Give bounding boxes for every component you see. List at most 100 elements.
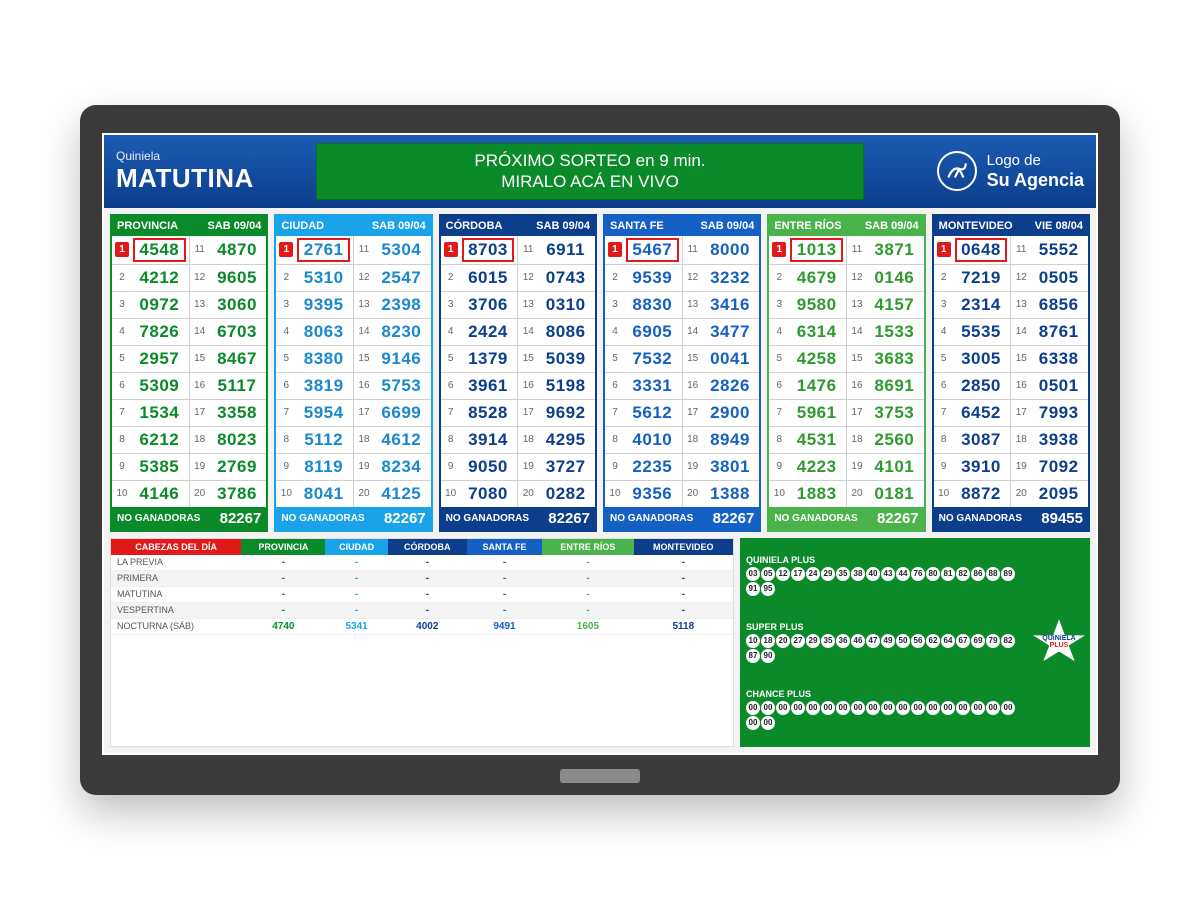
panel-head: ENTRE RÍOSSAB 09/04 xyxy=(769,216,923,236)
position-index: 18 xyxy=(521,434,535,445)
position-index: 13 xyxy=(1014,299,1028,310)
draw-number: 3727 xyxy=(539,457,592,477)
draw-number: 9050 xyxy=(462,457,515,477)
cabezas-cell: - xyxy=(634,555,733,571)
draw-number: 4223 xyxy=(790,457,843,477)
position-index: 6 xyxy=(772,380,786,391)
position-index: 14 xyxy=(1014,326,1028,337)
result-cell: 146703 xyxy=(190,319,267,345)
cabezas-cell: - xyxy=(241,602,325,618)
result-cell: 15 6338 xyxy=(1011,346,1088,372)
draw-number: 3683 xyxy=(868,349,921,369)
panel-foot: NO GANADORAS82267 xyxy=(112,507,266,530)
position-index: 8 xyxy=(279,434,293,445)
foot-value: 82267 xyxy=(384,510,426,527)
draw-number: 9692 xyxy=(539,403,592,423)
result-cell: 188023 xyxy=(190,427,267,453)
result-cell: 52957 xyxy=(112,346,189,372)
result-cell: 51379 xyxy=(441,346,518,372)
position-index: 16 xyxy=(521,380,535,391)
cabezas-cell: - xyxy=(634,570,733,586)
draw-number: 1534 xyxy=(133,403,186,423)
result-cell: 197092 xyxy=(1011,454,1088,480)
position-index: 11 xyxy=(193,244,207,255)
draw-number: 3914 xyxy=(462,430,515,450)
foot-label: NO GANADORAS xyxy=(774,513,857,524)
cabezas-cell: - xyxy=(241,570,325,586)
draw-number: 9356 xyxy=(626,484,679,504)
panel-foot: NO GANADORAS89455 xyxy=(934,507,1088,530)
position-index: 2 xyxy=(279,272,293,283)
draw-number: 6911 xyxy=(539,240,592,260)
position-index: 5 xyxy=(608,353,622,364)
draw-number: 9395 xyxy=(297,295,350,315)
result-cell: 194101 xyxy=(847,454,924,480)
position-index: 4 xyxy=(937,326,951,337)
plus-ball: 18 xyxy=(761,634,775,648)
draw-number: 5117 xyxy=(211,376,264,396)
result-cell: 133416 xyxy=(683,292,760,318)
draw-number: 7826 xyxy=(133,322,186,342)
position-index: 17 xyxy=(1014,407,1028,418)
draw-number: 9539 xyxy=(626,268,679,288)
position-index: 11 xyxy=(521,244,535,255)
result-cell: 78528 xyxy=(441,400,518,426)
position-index: 1 xyxy=(115,242,129,257)
agency-text: Logo de Su Agencia xyxy=(987,152,1084,190)
plus-ball: 89 xyxy=(1001,567,1015,581)
draw-number: 3005 xyxy=(955,349,1008,369)
agency-line-2: Su Agencia xyxy=(987,170,1084,191)
cabezas-cell: - xyxy=(634,586,733,602)
draw-number: 3910 xyxy=(955,457,1008,477)
cabezas-cell: - xyxy=(325,555,387,571)
result-cell: 134157 xyxy=(847,292,924,318)
panel-foot: NO GANADORAS82267 xyxy=(441,507,595,530)
cabezas-cell: - xyxy=(388,586,467,602)
draw-number: 6338 xyxy=(1032,349,1085,369)
position-index: 17 xyxy=(193,407,207,418)
position-index: 14 xyxy=(357,326,371,337)
foot-label: NO GANADORAS xyxy=(446,513,529,524)
panel-head: CIUDADSAB 09/04 xyxy=(276,216,430,236)
result-cell: 38830 xyxy=(605,292,682,318)
draw-number: 9605 xyxy=(211,268,264,288)
result-cell: 15467 xyxy=(605,236,682,264)
result-cell: 203786 xyxy=(190,481,267,507)
position-index: 18 xyxy=(193,434,207,445)
draw-number: 5961 xyxy=(790,403,843,423)
draw-number: 3477 xyxy=(704,322,757,342)
plus-ball: 86 xyxy=(971,567,985,581)
position-index: 14 xyxy=(850,326,864,337)
draw-number: 2761 xyxy=(297,238,350,262)
result-cell: 184295 xyxy=(518,427,595,453)
draw-number: 2547 xyxy=(375,268,428,288)
position-index: 15 xyxy=(1014,353,1028,364)
position-index: 6 xyxy=(444,380,458,391)
position-index: 10 xyxy=(444,488,458,499)
result-cell: 159146 xyxy=(354,346,431,372)
position-index: 20 xyxy=(850,488,864,499)
draw-number: 0041 xyxy=(704,349,757,369)
panel-date: VIE 08/04 xyxy=(1035,220,1083,232)
draw-number: 8528 xyxy=(462,403,515,423)
draw-number: 0743 xyxy=(539,268,592,288)
draw-number: 8230 xyxy=(375,322,428,342)
plus-ball: 47 xyxy=(866,634,880,648)
panel-entre-ríos: ENTRE RÍOSSAB 09/04110131138712467912014… xyxy=(767,214,925,532)
panel-grid: 1546711800029539123232388301334164690514… xyxy=(605,236,759,507)
draw-number: 5112 xyxy=(297,430,350,450)
result-cell: 25310 xyxy=(276,265,353,291)
cabezas-title: CABEZAS DEL DÍA xyxy=(111,539,241,555)
panel-grid: 1454811487024212129605309721330604782614… xyxy=(112,236,266,507)
position-index: 14 xyxy=(193,326,207,337)
result-cell: 30972 xyxy=(112,292,189,318)
plus-ball: 00 xyxy=(776,701,790,715)
cabezas-col: SANTA FE xyxy=(467,539,542,555)
position-index: 3 xyxy=(279,299,293,310)
position-index: 10 xyxy=(608,488,622,499)
position-index: 17 xyxy=(850,407,864,418)
cabezas-cell: - xyxy=(388,555,467,571)
result-cell: 75954 xyxy=(276,400,353,426)
cabezas-cell: - xyxy=(542,570,633,586)
position-index: 20 xyxy=(1014,488,1028,499)
